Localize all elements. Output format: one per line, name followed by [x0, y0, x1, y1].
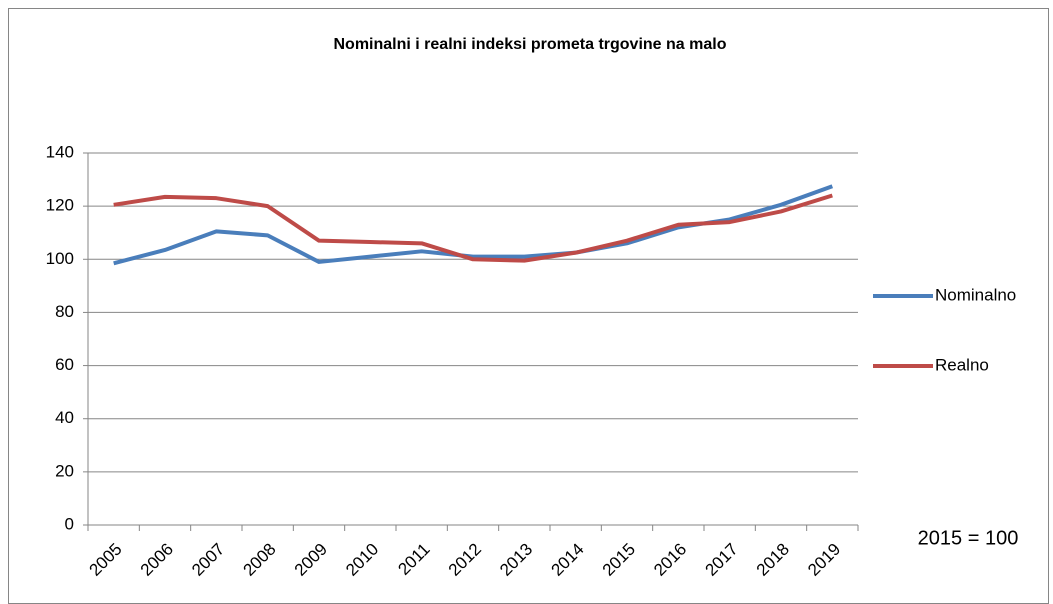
legend-label: Realno	[935, 355, 989, 374]
y-tick-label: 40	[55, 408, 74, 427]
y-tick-label: 120	[46, 196, 74, 215]
chart-title: Nominalni i realni indeksi prometa trgov…	[334, 36, 727, 53]
y-tick-label: 0	[65, 514, 74, 533]
series-line	[113, 193, 833, 263]
chart-frame	[8, 8, 1049, 604]
annotation: 2015 = 100	[918, 527, 1019, 549]
y-tick-label: 80	[55, 302, 74, 321]
y-tick-label: 60	[55, 355, 74, 374]
legend-label: Nominalno	[935, 285, 1016, 304]
y-tick-label: 140	[46, 142, 74, 161]
y-tick-label: 100	[46, 249, 74, 268]
y-tick-label: 20	[55, 461, 74, 480]
